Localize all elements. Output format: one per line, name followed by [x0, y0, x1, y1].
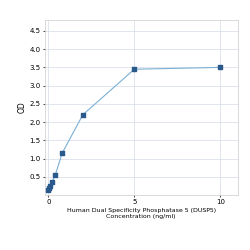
Point — [50, 180, 54, 184]
Point — [132, 67, 136, 71]
Point — [218, 66, 222, 70]
X-axis label: Human Dual Specificity Phosphatase 5 (DUSP5)
Concentration (ng/ml): Human Dual Specificity Phosphatase 5 (DU… — [67, 208, 216, 219]
Point — [60, 151, 64, 155]
Y-axis label: OD: OD — [18, 102, 27, 114]
Point — [53, 173, 57, 177]
Point — [48, 184, 52, 188]
Point — [81, 113, 85, 117]
Point — [47, 186, 51, 190]
Point — [46, 188, 50, 192]
